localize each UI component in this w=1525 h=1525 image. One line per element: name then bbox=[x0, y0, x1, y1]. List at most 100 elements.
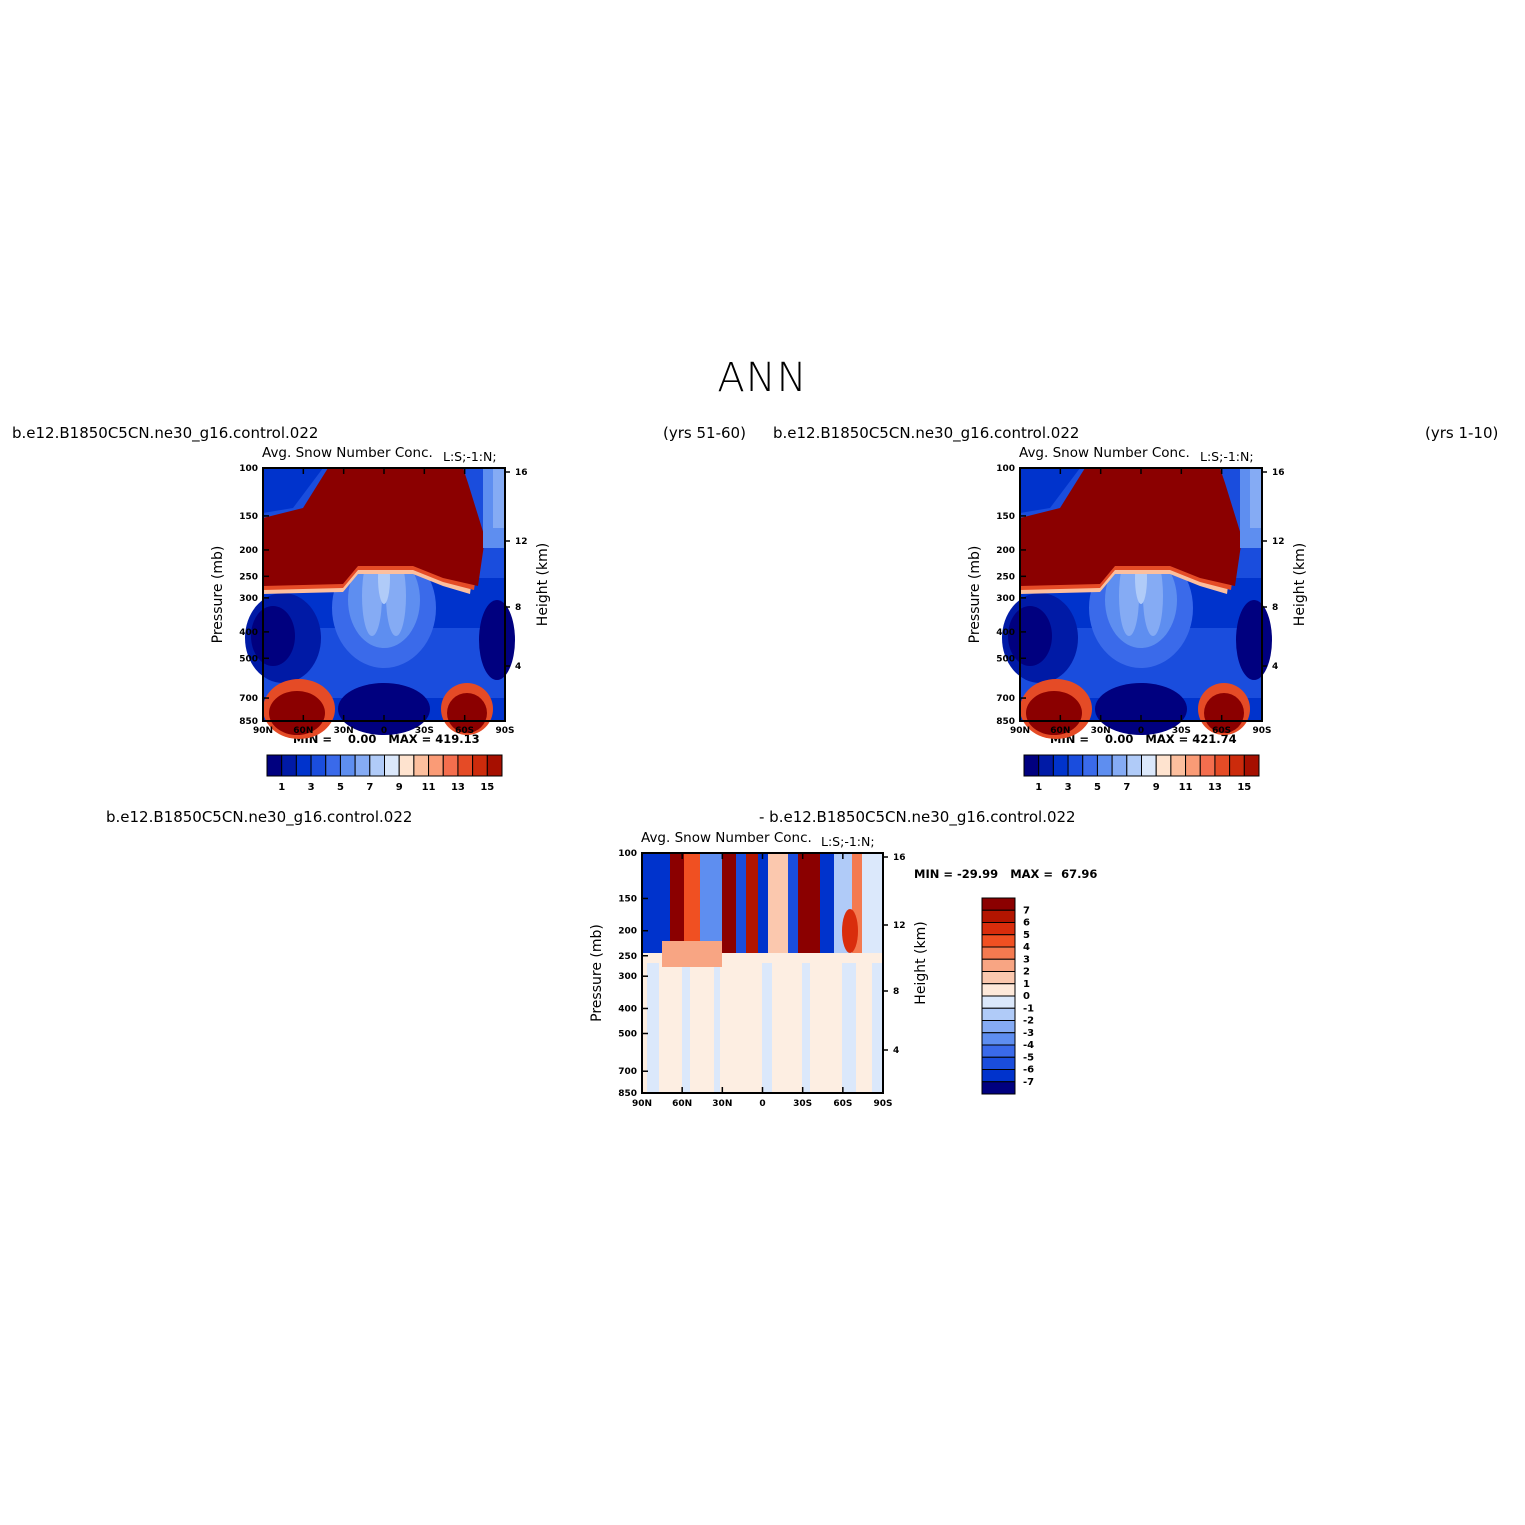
colorbar-swatch bbox=[486, 754, 503, 777]
colorbar-swatch bbox=[472, 754, 488, 777]
diff-upper-cell bbox=[722, 853, 736, 953]
colorbar-swatch bbox=[981, 897, 1016, 911]
colorbar-label: 13 bbox=[1208, 782, 1222, 793]
x-tick-label: 60S bbox=[455, 726, 474, 736]
colorbar-swatch bbox=[981, 1056, 1016, 1070]
colorbar-swatch bbox=[1126, 754, 1142, 777]
field-right-core bbox=[1236, 600, 1272, 680]
x-tick-label: 90S bbox=[1252, 726, 1271, 736]
colorbar-swatch bbox=[1155, 754, 1172, 777]
colorbar-swatch bbox=[369, 754, 385, 777]
colorbar-label: 9 bbox=[396, 782, 403, 793]
diff-upper-cell bbox=[768, 853, 788, 953]
colorbar-swatch bbox=[398, 754, 415, 777]
diff-field bbox=[642, 853, 883, 1093]
colorbar-label: 7 bbox=[1123, 782, 1130, 793]
colorbar-label: -7 bbox=[1023, 1077, 1034, 1088]
y-tick-label: 100 bbox=[239, 464, 258, 474]
colorbar-swatch bbox=[981, 946, 1016, 960]
colorbar-swatch bbox=[1111, 754, 1128, 777]
diff-streak bbox=[647, 963, 659, 1093]
colorbar-label: 11 bbox=[1179, 782, 1193, 793]
y-tick-label: 250 bbox=[239, 572, 258, 582]
colorbar-swatch bbox=[1229, 754, 1245, 777]
diff-streak bbox=[802, 963, 810, 1093]
colorbar-label: -6 bbox=[1023, 1065, 1034, 1076]
colorbar-swatch bbox=[1214, 754, 1231, 777]
field-center-4 bbox=[386, 556, 406, 636]
y-tick-label: 400 bbox=[618, 1004, 637, 1014]
colorbar-swatch bbox=[981, 983, 1016, 997]
colorbar-swatch bbox=[1243, 754, 1260, 777]
colorbar-label: 7 bbox=[1023, 905, 1030, 916]
colorbar-label: 15 bbox=[1237, 782, 1251, 793]
y-tick-label: 300 bbox=[239, 594, 258, 604]
diff-upper-cell bbox=[642, 853, 670, 953]
contour-field bbox=[1002, 468, 1272, 739]
panel3-difference-case: - b.e12.B1850C5CN.ne30_g16.control.022 bbox=[759, 808, 1076, 826]
y2-tick-label: 4 bbox=[893, 1046, 899, 1056]
y-tick-label: 500 bbox=[239, 654, 258, 664]
colorbar-label: 4 bbox=[1023, 942, 1030, 953]
y-tick-label: 150 bbox=[996, 512, 1015, 522]
y-tick-label: 700 bbox=[996, 694, 1015, 704]
panel2-case-name: b.e12.B1850C5CN.ne30_g16.control.022 bbox=[773, 424, 1080, 442]
field-upper-mass bbox=[1020, 468, 1242, 586]
colorbar-swatch bbox=[384, 754, 400, 777]
y-tick-label: 250 bbox=[996, 572, 1015, 582]
colorbar-swatch bbox=[266, 754, 283, 777]
figure-title: ANN bbox=[717, 355, 808, 401]
panel3-case-name: b.e12.B1850C5CN.ne30_g16.control.022 bbox=[106, 808, 413, 826]
diff-upper-cell bbox=[820, 853, 834, 953]
y-tick-label: 400 bbox=[996, 628, 1015, 638]
x-tick-label: 0 bbox=[381, 726, 387, 736]
panel2-plot: 90N 60N 30N 0 30S 60S 90S 100 150 200 250 300 400 500… bbox=[967, 464, 1308, 793]
y-axis-label: Pressure (mb) bbox=[967, 546, 983, 644]
y2-tick-label: 8 bbox=[893, 987, 899, 997]
field-nh-top bbox=[1020, 468, 1080, 513]
x-tick-label: 30S bbox=[793, 1099, 812, 1109]
panel2-level: L:S;-1:N; bbox=[1200, 449, 1254, 464]
panel2-years: (yrs 1-10) bbox=[1425, 424, 1499, 442]
y2-tick-label: 4 bbox=[1272, 662, 1278, 672]
y2-tick-label: 16 bbox=[515, 468, 528, 478]
y2-tick-label: 16 bbox=[1272, 468, 1285, 478]
field-center-4 bbox=[1143, 556, 1163, 636]
colorbar-label: 9 bbox=[1153, 782, 1160, 793]
colorbar-label: -1 bbox=[1023, 1003, 1034, 1014]
colorbar-label: 15 bbox=[480, 782, 494, 793]
x-tick-label: 90N bbox=[632, 1099, 652, 1109]
panel1-years: (yrs 51-60) bbox=[663, 424, 746, 442]
diff-streak bbox=[714, 963, 720, 1093]
x-tick-label: 90S bbox=[873, 1099, 892, 1109]
field-nh-top bbox=[263, 468, 323, 513]
colorbar-swatch bbox=[981, 909, 1016, 923]
colorbar-swatch bbox=[981, 995, 1016, 1009]
panel2-stats: MIN = 0.00 MAX = 421.74 bbox=[1050, 732, 1237, 746]
colorbar-swatch bbox=[281, 754, 297, 777]
colorbar-label: 3 bbox=[1065, 782, 1072, 793]
y2-tick-label: 16 bbox=[893, 853, 906, 863]
diff-sh-red bbox=[842, 909, 858, 953]
field-center-3 bbox=[1119, 556, 1139, 636]
diff-upper-cell bbox=[670, 853, 684, 953]
y-axis-label: Pressure (mb) bbox=[210, 546, 226, 644]
x-tick-label: 30S bbox=[415, 726, 434, 736]
y-tick-label: 150 bbox=[618, 894, 637, 904]
y2-axis-label: Height (km) bbox=[1292, 543, 1308, 626]
x-tick-label: 60S bbox=[833, 1099, 852, 1109]
y-tick-label: 250 bbox=[618, 952, 637, 962]
panel3-variable: Avg. Snow Number Conc. bbox=[641, 830, 812, 846]
y-tick-label: 300 bbox=[996, 594, 1015, 604]
colorbar-swatch bbox=[1082, 754, 1098, 777]
colorbar-swatch bbox=[981, 1007, 1016, 1021]
field-sh-top-column-2 bbox=[493, 468, 505, 528]
x-tick-label: 90N bbox=[253, 726, 273, 736]
diff-upper-cell bbox=[746, 853, 758, 953]
y-tick-label: 850 bbox=[996, 717, 1015, 727]
y2-tick-label: 12 bbox=[1272, 537, 1285, 547]
diff-upper-cell bbox=[788, 853, 798, 953]
panel2-variable: Avg. Snow Number Conc. bbox=[1019, 445, 1190, 461]
y-tick-label: 200 bbox=[618, 927, 637, 937]
colorbar-swatch bbox=[457, 754, 474, 777]
